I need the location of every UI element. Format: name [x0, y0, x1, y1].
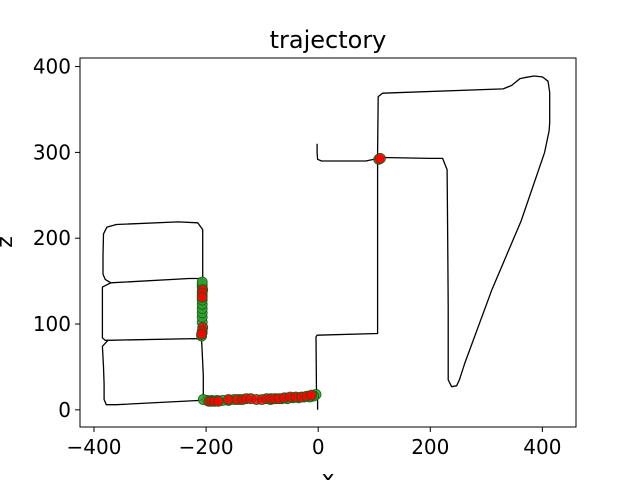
- y-tick-label: 200: [33, 226, 71, 250]
- x-axis-label: x: [321, 467, 334, 480]
- y-axis-label: z: [0, 236, 18, 248]
- red-marker: [306, 389, 317, 401]
- y-tick-label: 300: [33, 140, 71, 164]
- x-tick-label: 0: [312, 435, 325, 459]
- y-tick-label: 100: [33, 312, 71, 336]
- y-tick-label: 400: [33, 55, 71, 79]
- x-tick-label: −400: [67, 435, 122, 459]
- chart-title: trajectory: [270, 26, 387, 54]
- red-marker: [196, 291, 208, 303]
- y-tick-label: 0: [58, 398, 71, 422]
- x-tick-label: −200: [179, 435, 234, 459]
- trajectory-line-4: [102, 221, 204, 284]
- red-marker: [212, 395, 224, 407]
- axis-ticks: −400 −200 0 200 400 0 100 200 300 400: [33, 55, 562, 459]
- x-tick-label: 200: [411, 435, 449, 459]
- plot-area: [101, 75, 551, 410]
- trajectory-line-3: [101, 277, 204, 341]
- red-marker: [374, 152, 386, 164]
- trajectory-line-1: [315, 75, 551, 410]
- red-marker: [196, 328, 208, 340]
- x-tick-label: 400: [523, 435, 561, 459]
- axes-frame: [79, 57, 577, 428]
